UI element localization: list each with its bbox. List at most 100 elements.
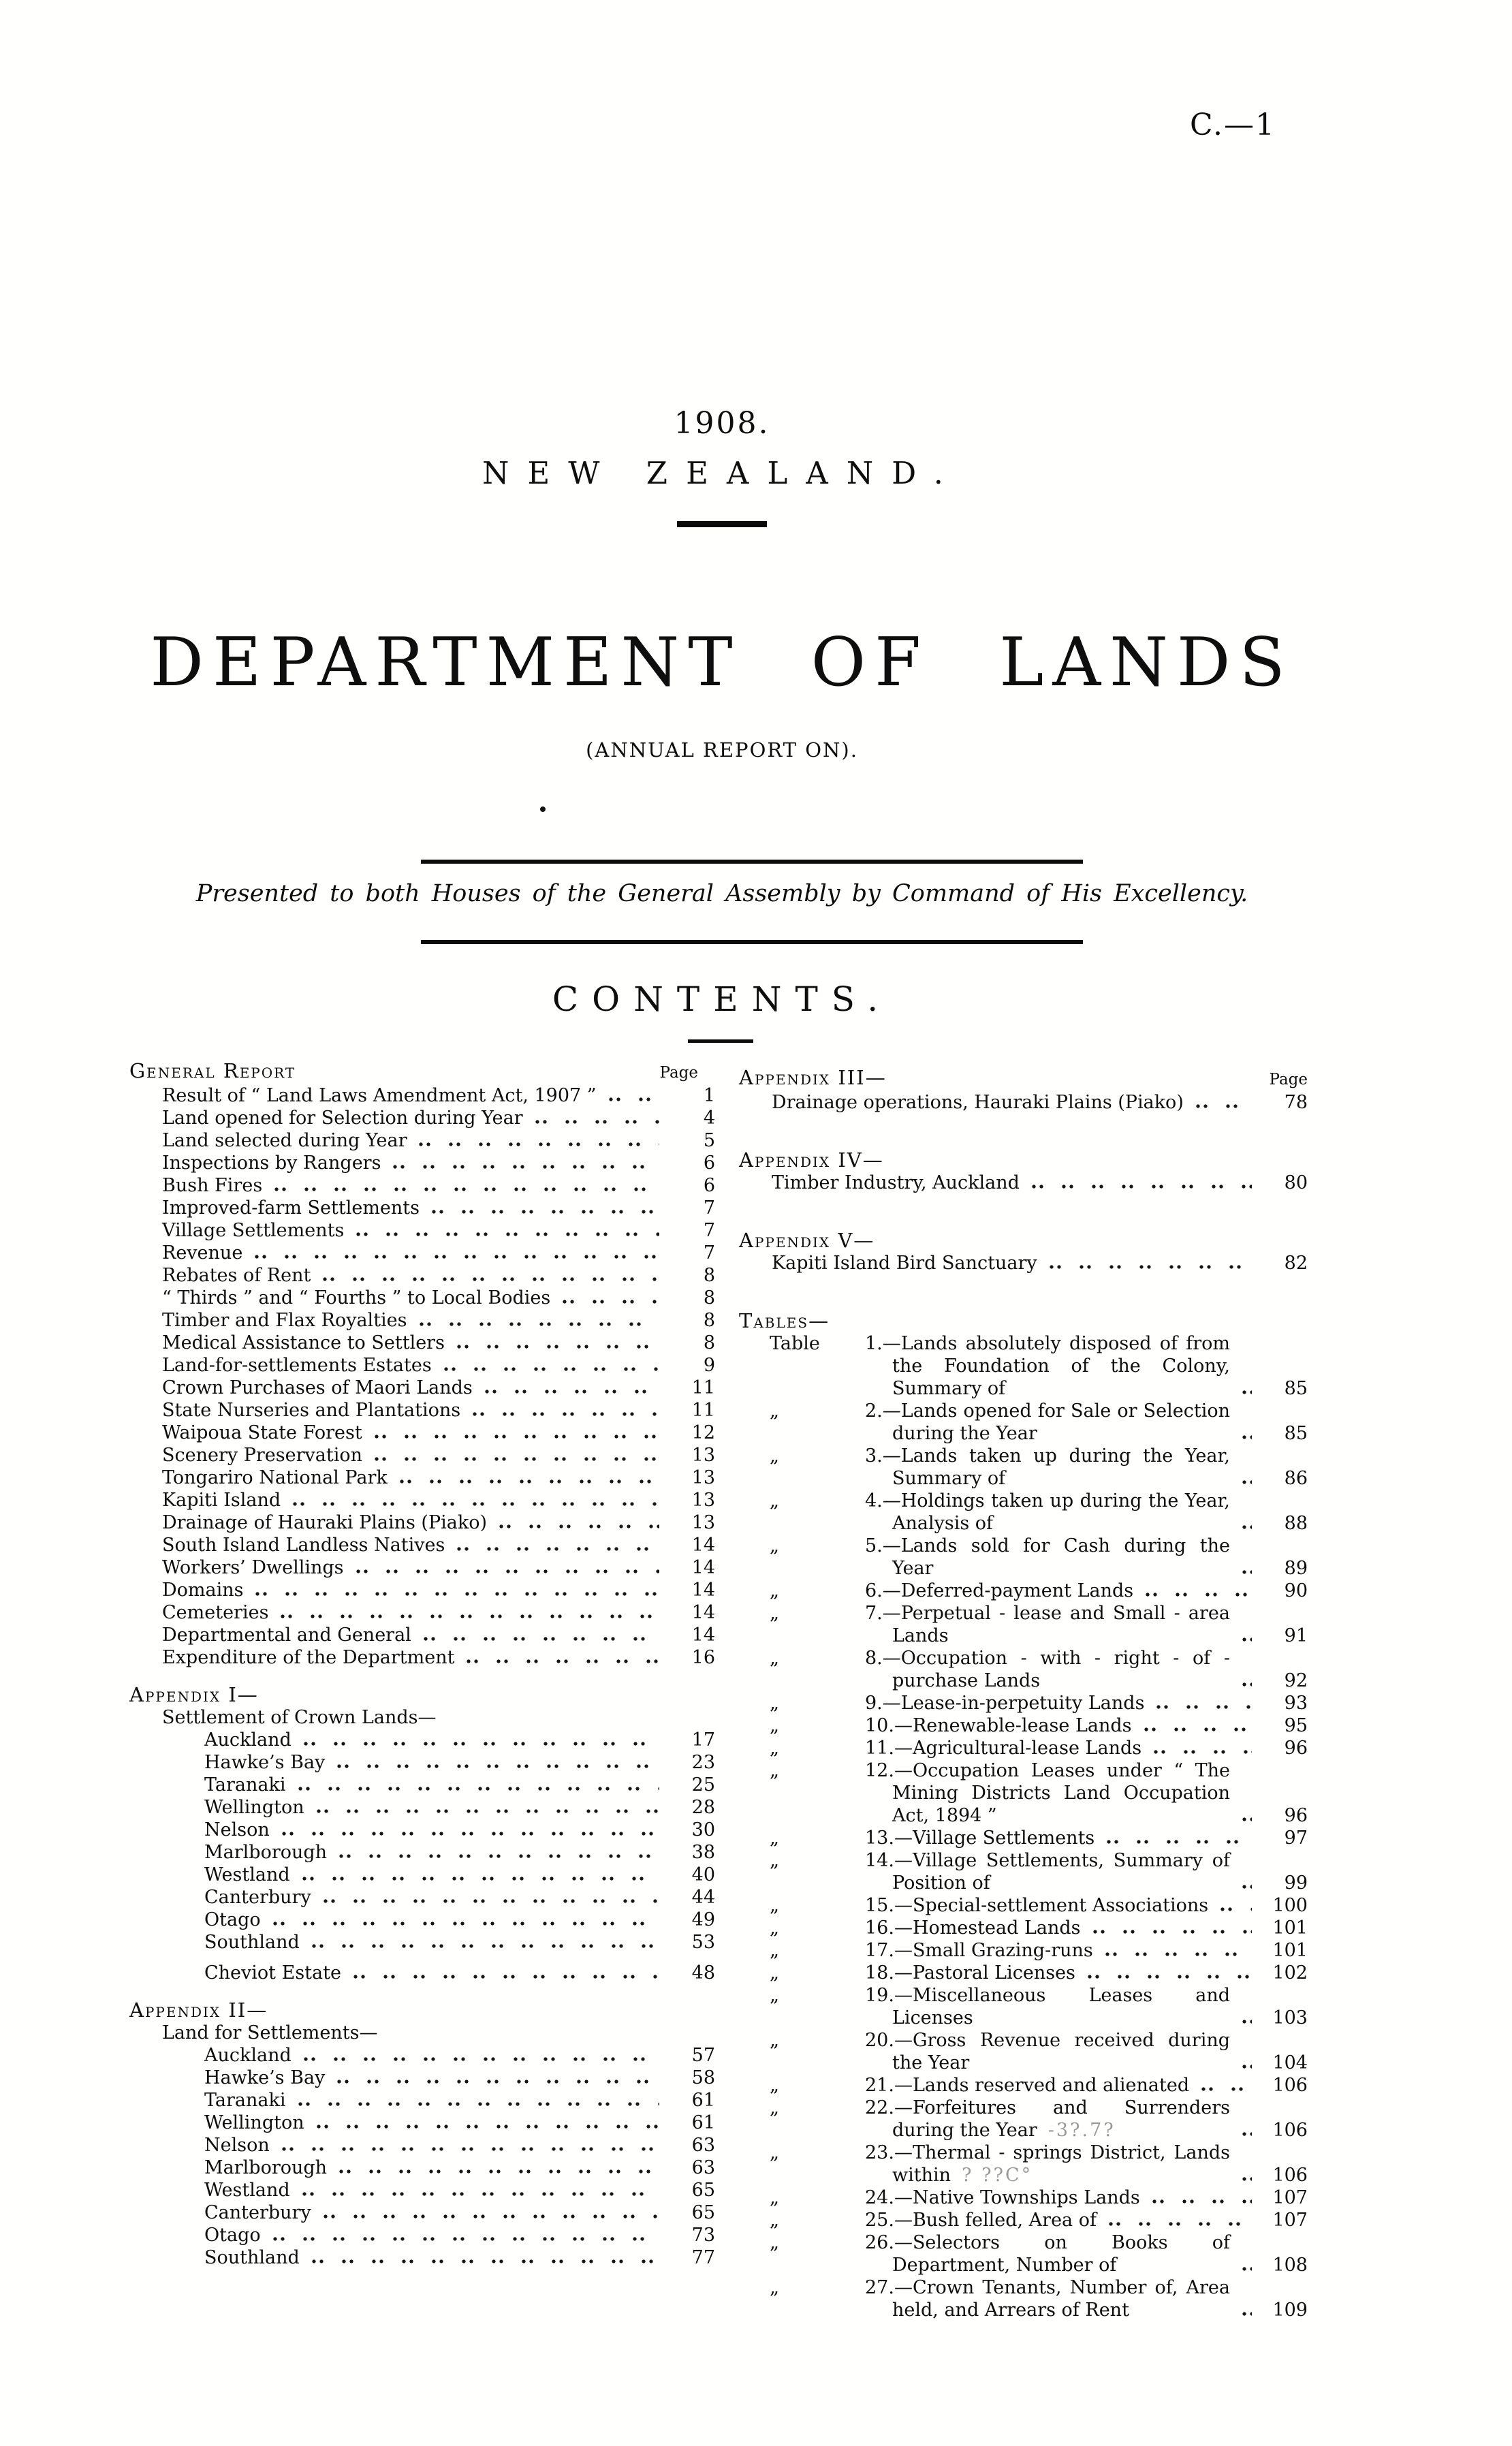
toc-entry-label: Marlborough [204,2157,328,2178]
dot-leader [372,1422,661,1444]
dot-leader [429,1197,661,1219]
toc-entry: „ 22.—Forfeitures and Surrenders during t… [739,2097,1308,2142]
dot-leader [1154,1692,1253,1714]
toc-entry-label: Canterbury [204,1887,311,1908]
toc-entry-label: “ Thirds ” and “ Fourths ” to Local Bodi… [162,1287,551,1308]
toc-entry: „ 6.—Deferred-payment Lands 90 [739,1580,1308,1602]
toc-entry-page: 103 [1272,2007,1308,2028]
toc-entry: Marlborough 38 [129,1841,715,1864]
ditto-prefix: Table [770,1333,820,1354]
contents-title: CONTENTS. [552,979,892,1019]
toc-entry-page: 17 [691,1729,715,1751]
toc-entry: Revenue 7 [129,1242,715,1264]
toc-entry-page: 82 [1284,1253,1308,1274]
toc-section-header: Appendix I— [129,1683,259,1706]
divider-rule-bottom [421,940,1083,944]
ditto-prefix: „ [770,1962,779,1984]
toc-entry: „ 8.—Occupation - with - right - of - pur… [739,1647,1308,1692]
dot-leader [309,2246,661,2269]
toc-entry-page: 106 [1272,2120,1308,2141]
toc-entry-label: Marlborough [204,1842,328,1863]
toc-entry-page: 40 [691,1864,715,1885]
toc-entry: State Nurseries and Plantations 11 [129,1399,715,1422]
toc-entry-page: 5 [703,1130,715,1151]
toc-section: Appendix III— Page Drainage operations, Ha… [739,1067,1308,1114]
toc-entry-label: 1.—Lands absolutely disposed of from the… [865,1333,1230,1399]
toc-entry-label: 24.—Native Townships Lands [865,2187,1140,2208]
bleed-artifact: ? ??C° [962,2165,1033,2186]
toc-entry-label: Taranaki [204,2090,286,2111]
toc-entry-page: 101 [1272,1940,1308,1961]
toc-entry: „ 4.—Holdings taken up during the Year, A… [739,1490,1308,1535]
toc-entry: „ 10.—Renewable-lease Lands 95 [739,1714,1308,1737]
toc-entry-label: Otago [204,2225,261,2246]
toc-section-header-row: Tables— [739,1310,1308,1332]
dot-leader [1240,1467,1253,1490]
toc-entry: Crown Purchases of Maori Lands 11 [129,1377,715,1399]
toc-entry-page: 65 [691,2180,715,2201]
toc-entry-label: 18.—Pastoral Licenses [865,1962,1075,1984]
dot-leader [1143,1580,1253,1602]
toc-entry-page: 102 [1272,1962,1308,1984]
dot-leader [454,1534,661,1556]
ditto-prefix: „ [770,1648,779,1669]
dot-leader [279,2134,661,2157]
toc-entry-label: Rebates of Rent [162,1265,311,1286]
dot-leader [353,1556,661,1579]
toc-entry-page: 49 [691,1909,715,1930]
toc-entry-page: 38 [691,1842,715,1863]
toc-entry-label: Scenery Preservation [162,1445,362,1466]
toc-entry-page: 16 [691,1647,715,1668]
toc-entry: South Island Landless Natives 14 [129,1534,715,1556]
toc-entry-label: 26.—Selectors on Books of Department, Nu… [865,2232,1230,2276]
dot-leader [464,1646,661,1669]
dot-leader [1193,1091,1253,1114]
toc-entry-label: Cheviot Estate [204,1962,341,1984]
toc-entry-label: Timber Industry, Auckland [772,1172,1020,1193]
divider-rule-country [677,521,767,527]
toc-entry: „ 7.—Perpetual - lease and Small - area L… [739,1602,1308,1647]
dot-leader [314,1796,661,1819]
dot-leader [1240,2119,1253,2142]
toc-section-header-row: Appendix II— [129,1999,715,2022]
toc-entry: Improved-farm Settlements 7 [129,1197,715,1219]
toc-entry-page: 57 [691,2045,715,2066]
toc-entry-page: 1 [703,1085,715,1106]
dot-leader [454,1332,661,1354]
dot-leader [1240,2299,1253,2321]
toc-entry-label: 19.—Miscellaneous Leases and Licenses [865,1985,1230,2028]
toc-entry-label: Village Settlements [162,1220,345,1241]
dot-leader [397,1467,661,1489]
dot-leader [321,2201,661,2224]
toc-entry-label: 12.—Occupation Leases under “ The Mining… [865,1760,1230,1826]
ditto-prefix: „ [770,1738,779,1759]
toc-section-header-row: Appendix I— [129,1684,715,1706]
toc-entry-label: 14.—Village Settlements, Summary of Posi… [865,1850,1230,1894]
toc-entry-page: 85 [1284,1378,1308,1399]
ditto-prefix: „ [770,2277,779,2298]
toc-section-header: Appendix V— [739,1229,875,1252]
toc-entry-page: 85 [1284,1423,1308,1444]
toc-entry-page: 61 [691,2112,715,2133]
divider-rule-top [421,860,1083,864]
toc-entry-page: 23 [691,1752,715,1773]
toc-entry-label: 3.—Lands taken up during the Year, Summa… [865,1445,1230,1489]
toc-entry-page: 8 [703,1310,715,1331]
toc-entry: Nelson 63 [129,2134,715,2157]
dot-leader [1151,1737,1253,1759]
dot-leader [441,1354,661,1377]
toc-entry: Wellington 61 [129,2112,715,2134]
dot-leader [560,1287,661,1309]
ditto-prefix: „ [770,1535,779,1556]
doc-reference: C.—1 [1189,108,1276,142]
ditto-prefix: „ [770,2210,779,2231]
toc-entry: Land-for-settlements Estates 9 [129,1354,715,1377]
toc-entry-page: 80 [1284,1172,1308,1193]
dot-leader [482,1377,661,1399]
toc-entry-label: 20.—Gross Revenue received during the Ye… [865,2030,1230,2073]
toc-entry: „ 23.—Thermal - springs District, Lands w… [739,2142,1308,2186]
toc-entry-label: Nelson [204,1819,270,1840]
toc-entry: Table 1.—Lands absolutely disposed of fro… [739,1332,1308,1400]
dot-leader [296,1774,661,1796]
